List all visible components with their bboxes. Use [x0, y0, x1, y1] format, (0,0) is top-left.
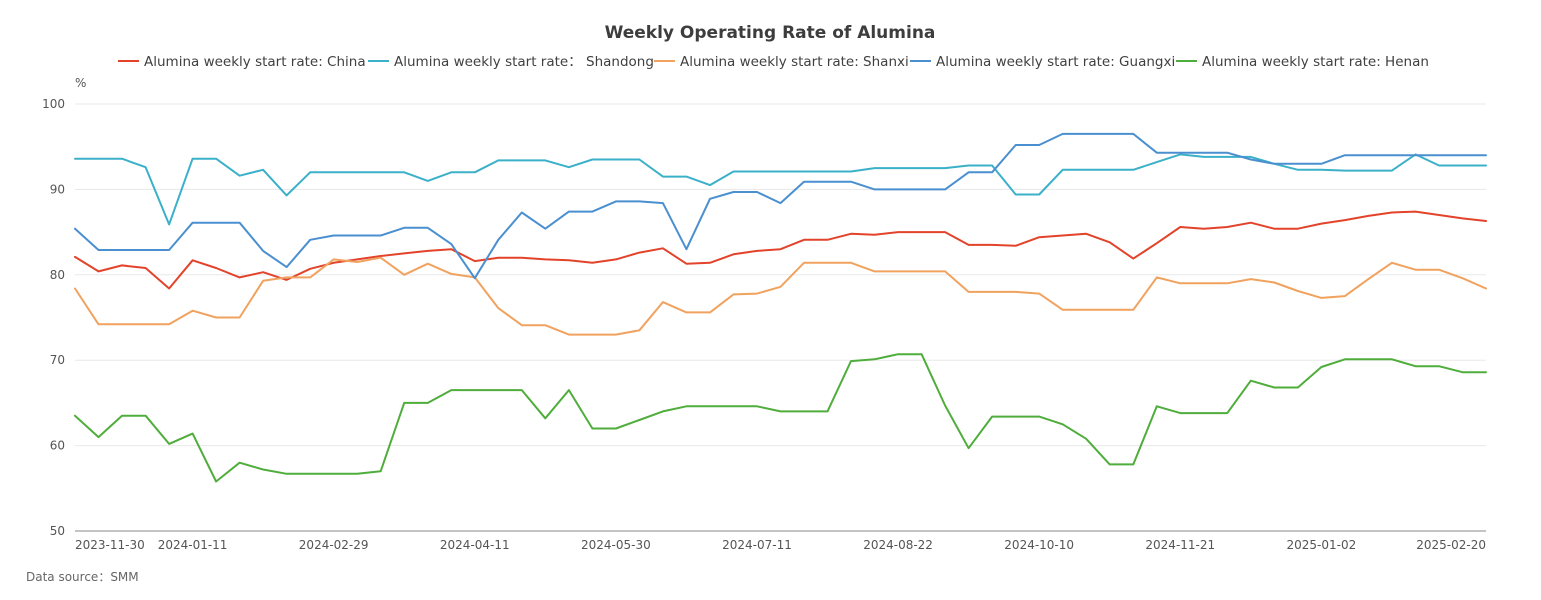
legend-item: Alumina weekly start rate: Henan — [1176, 54, 1429, 70]
legend-label: Alumina weekly start rate: China — [144, 54, 366, 70]
x-tick-label: 2024-10-10 — [1004, 538, 1074, 552]
legend-item: Alumina weekly start rate: Shanxi — [654, 54, 909, 70]
x-tick-label: 2025-01-02 — [1287, 538, 1357, 552]
series-line — [74, 353, 1487, 483]
y-axis-unit: % — [75, 76, 86, 90]
y-tick-label: 80 — [50, 268, 65, 282]
x-tick-label: 2024-07-11 — [722, 538, 792, 552]
series-line — [74, 153, 1487, 226]
x-tick-label: 2024-08-22 — [863, 538, 933, 552]
legend-item: Alumina weekly start rate: Guangxi — [910, 54, 1175, 70]
legend-item: Alumina weekly start rate： Shandong — [368, 54, 654, 70]
series-line — [74, 256, 1487, 336]
legend-item: Alumina weekly start rate: China — [118, 54, 366, 70]
x-tick-label: 2024-02-29 — [299, 538, 369, 552]
y-tick-label: 60 — [50, 439, 65, 453]
x-tick-label: 2024-11-21 — [1145, 538, 1215, 552]
data-source-note: Data source：SMM — [26, 570, 139, 584]
legend-label: Alumina weekly start rate: Shanxi — [680, 54, 909, 70]
legend-label: Alumina weekly start rate： Shandong — [394, 54, 654, 70]
legend-label: Alumina weekly start rate: Guangxi — [936, 54, 1175, 70]
y-tick-label: 100 — [42, 97, 65, 111]
x-tick-label: 2024-04-11 — [440, 538, 510, 552]
legend-label: Alumina weekly start rate: Henan — [1202, 54, 1429, 70]
series-line — [74, 132, 1487, 280]
y-tick-label: 70 — [50, 353, 65, 367]
x-tick-label: 2024-01-11 — [158, 538, 228, 552]
x-tick-label: 2025-02-20 — [1416, 538, 1486, 552]
series-line — [74, 210, 1487, 290]
x-tick-label: 2024-05-30 — [581, 538, 651, 552]
y-tick-label: 90 — [50, 182, 65, 196]
x-tick-label: 2023-11-30 — [75, 538, 145, 552]
chart-title: Weekly Operating Rate of Alumina — [605, 23, 936, 43]
y-tick-label: 50 — [50, 524, 65, 538]
